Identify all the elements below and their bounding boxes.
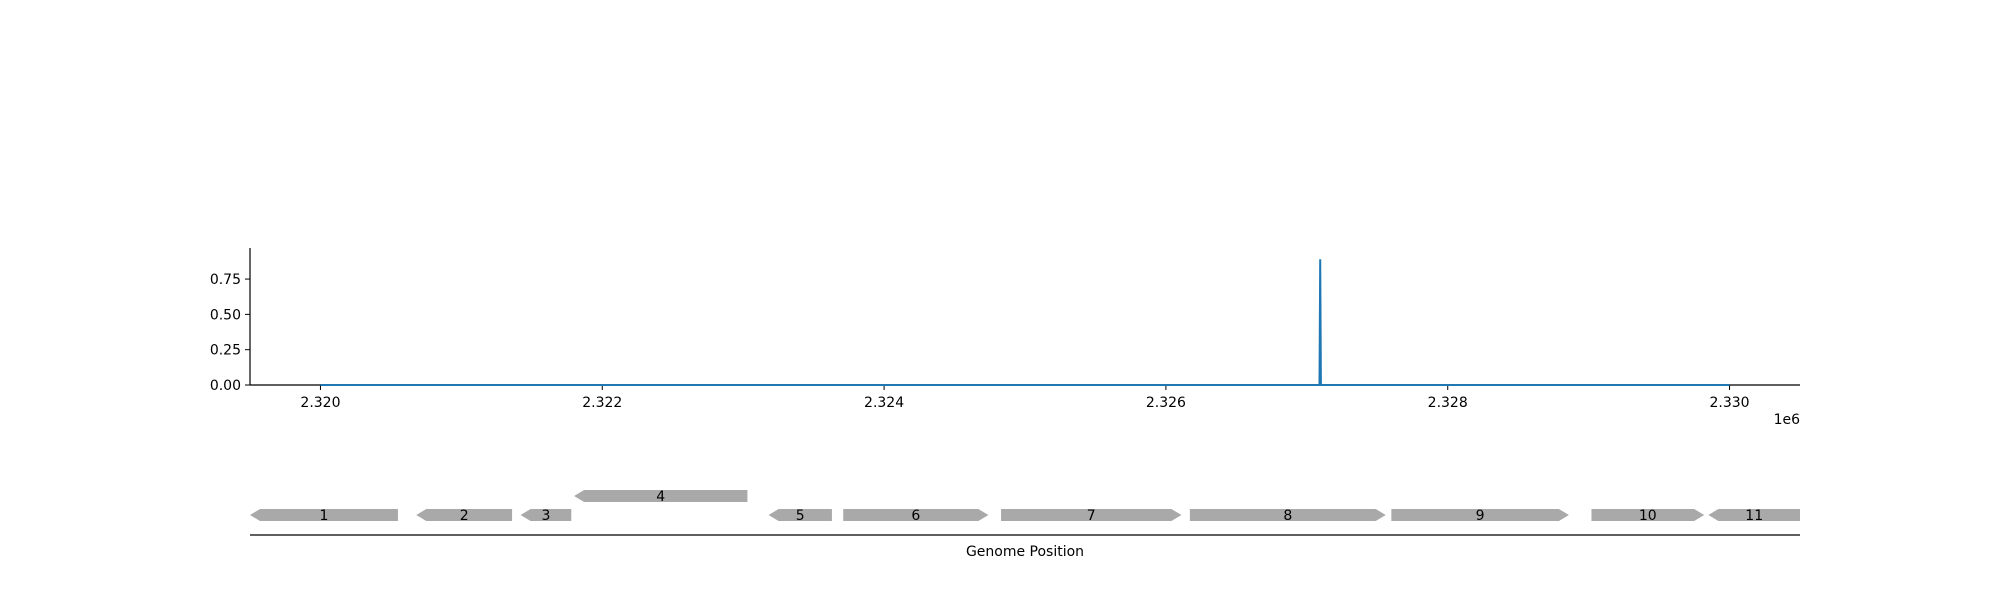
gene-arrow-5 (768, 509, 832, 521)
x-tick-label: 2.324 (864, 395, 904, 411)
gene-label: 9 (1476, 508, 1485, 524)
y-tick-label: 0.75 (210, 272, 241, 288)
coverage-plot: 0.00 0.25 0.50 0.75 2.320 2.322 2.324 2.326 2.32… (210, 248, 1800, 428)
y-tick-label: 0.00 (210, 378, 241, 394)
gene-arrow-7 (1001, 509, 1182, 521)
gene-label: 5 (796, 508, 805, 524)
x-tick-label: 2.322 (582, 395, 622, 411)
gene-arrow-1 (250, 509, 398, 521)
gene-arrow-3 (520, 509, 572, 521)
gene-label: 3 (541, 508, 550, 524)
gene-arrow-9 (1391, 509, 1569, 521)
gene-label: 1 (320, 508, 329, 524)
gene-label: 7 (1087, 508, 1096, 524)
gene-axis-title: Genome Position (966, 544, 1084, 560)
gene-label: 2 (460, 508, 469, 524)
gene-label: 8 (1283, 508, 1292, 524)
gene-label: 4 (656, 489, 665, 505)
gene-arrow-8 (1189, 509, 1386, 521)
gene-arrow-10 (1591, 509, 1705, 521)
gene-arrow-4 (574, 490, 748, 502)
x-tick-label: 2.328 (1428, 395, 1468, 411)
x-tick-label: 2.330 (1709, 395, 1749, 411)
gene-arrow-11 (1708, 509, 1800, 521)
y-tick-label: 0.25 (210, 343, 241, 359)
gene-arrow-2 (416, 509, 513, 521)
gene-arrow-6 (843, 509, 989, 521)
gene-track: 1 2 3 4 5 6 7 8 9 10 11 Genome Position (250, 489, 1800, 560)
coverage-series-line (320, 259, 1730, 386)
y-tick-label: 0.50 (210, 307, 241, 323)
gene-label: 10 (1639, 508, 1657, 524)
x-tick-label: 2.320 (300, 395, 340, 411)
x-offset-label: 1e6 (1774, 412, 1801, 428)
gene-label: 6 (911, 508, 920, 524)
gene-label: 11 (1745, 508, 1763, 524)
x-tick-label: 2.326 (1146, 395, 1186, 411)
